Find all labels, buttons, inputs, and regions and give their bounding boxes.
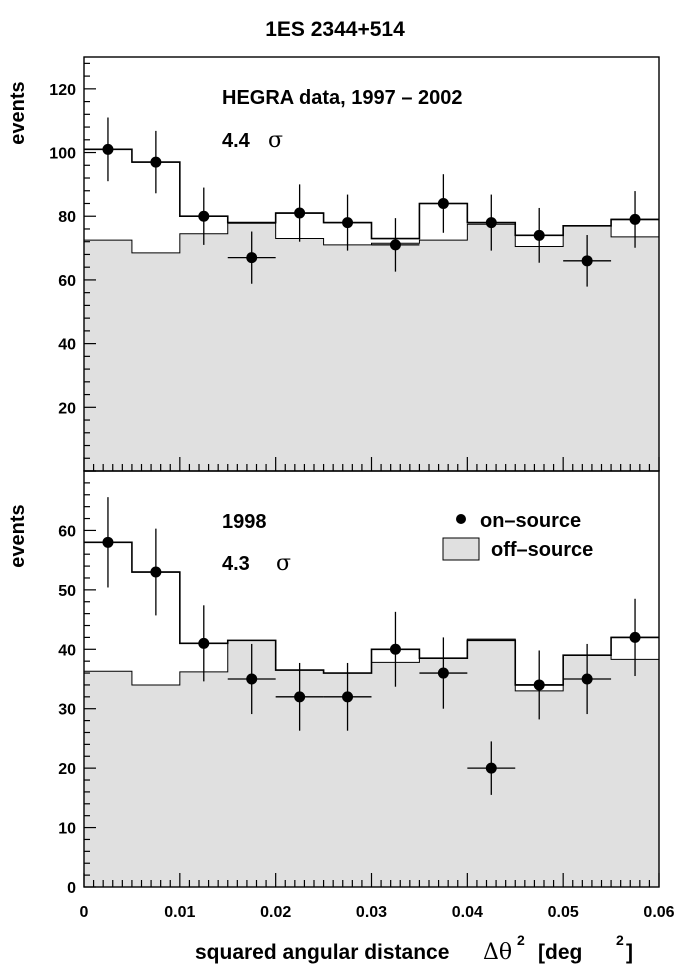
on-source-point-bottom xyxy=(102,536,114,548)
legend-on-source-marker xyxy=(456,514,466,524)
on-source-point-top xyxy=(102,143,114,155)
y-tick-label-top: 60 xyxy=(58,273,76,290)
on-source-point-top xyxy=(150,156,162,168)
y-tick-label-bottom: 20 xyxy=(58,761,76,778)
x-tick-label: 0 xyxy=(80,904,89,921)
legend-off-source-label: off–source xyxy=(491,539,593,561)
y-tick-label-bottom: 30 xyxy=(58,702,76,719)
on-source-point-bottom xyxy=(150,566,162,578)
on-source-point-top xyxy=(485,217,497,229)
on-source-histogram-top xyxy=(84,148,659,240)
on-source-point-bottom xyxy=(629,631,641,643)
y-axis-label-bottom: events xyxy=(7,504,29,567)
panel-bottom-sigma-symbol: σ xyxy=(276,551,291,576)
on-source-point-bottom xyxy=(581,673,593,685)
chart-title: 1ES 2344+514 xyxy=(265,18,405,41)
panel-bottom-sigma-value: 4.3 xyxy=(222,553,250,575)
on-source-point-top xyxy=(342,217,354,229)
x-tick-label: 0.04 xyxy=(452,904,483,921)
y-tick-label-bottom: 50 xyxy=(58,583,76,600)
y-tick-label-top: 80 xyxy=(58,209,76,226)
x-axis: 0 0.01 0.02 0.03 0.04 0.05 0.06 xyxy=(80,904,675,921)
on-source-point-top xyxy=(294,207,306,219)
x-axis-unit-exponent: 2 xyxy=(616,932,624,948)
on-source-point-bottom xyxy=(389,643,401,655)
legend-off-source-swatch xyxy=(442,537,480,561)
x-axis-unit-close: ] xyxy=(626,941,633,964)
x-axis-title: squared angular distance Δθ 2 [deg 2 ] xyxy=(195,932,633,965)
off-source-histogram-bottom xyxy=(83,638,660,888)
panel-top: 20 40 60 80 100 120 xyxy=(49,56,660,472)
on-source-point-bottom xyxy=(198,637,210,649)
on-source-point-top xyxy=(581,255,593,267)
y-tick-label-bottom: 0 xyxy=(67,880,76,897)
y-tick-label-top: 40 xyxy=(58,337,76,354)
on-source-point-top xyxy=(437,197,449,209)
on-source-point-bottom xyxy=(485,762,497,774)
on-source-point-bottom xyxy=(342,691,354,703)
panel-top-annotation: HEGRA data, 1997 – 2002 xyxy=(222,87,463,109)
y-axis-label-top: events xyxy=(7,81,29,144)
x-tick-label: 0.05 xyxy=(548,904,579,921)
y-tick-label-top: 20 xyxy=(58,400,76,417)
on-source-point-bottom xyxy=(533,679,545,691)
panel-bottom: 0 10 20 30 40 50 60 xyxy=(58,470,660,897)
on-source-point-top xyxy=(533,229,545,241)
y-tick-label-bottom: 60 xyxy=(58,523,76,540)
panel-top-sigma-value: 4.4 xyxy=(222,130,251,152)
on-source-point-bottom xyxy=(294,691,306,703)
panel-top-sigma-symbol: σ xyxy=(268,128,283,153)
y-tick-label-bottom: 40 xyxy=(58,642,76,659)
on-source-point-bottom xyxy=(246,673,258,685)
x-tick-label: 0.06 xyxy=(643,904,674,921)
y-tick-label-top: 120 xyxy=(49,82,76,99)
on-source-point-top xyxy=(629,213,641,225)
x-tick-label: 0.03 xyxy=(356,904,387,921)
y-tick-label-bottom: 10 xyxy=(58,821,76,838)
y-tick-label-top: 100 xyxy=(49,146,76,163)
panel-bottom-annotation: 1998 xyxy=(222,511,267,533)
legend-on-source-label: on–source xyxy=(480,510,581,532)
on-source-point-top xyxy=(198,210,210,222)
x-tick-label: 0.02 xyxy=(260,904,291,921)
legend: on–source off–source xyxy=(442,510,593,561)
x-axis-symbol-exponent: 2 xyxy=(517,932,525,948)
on-source-histogram-bottom xyxy=(84,541,659,686)
on-source-point-top xyxy=(389,239,401,251)
x-axis-unit-open: [deg xyxy=(538,941,582,964)
on-source-point-bottom xyxy=(437,667,449,679)
on-source-point-top xyxy=(246,252,258,264)
x-axis-label: squared angular distance xyxy=(195,941,449,964)
x-axis-symbol: Δθ xyxy=(483,940,512,965)
x-tick-label: 0.01 xyxy=(164,904,195,921)
